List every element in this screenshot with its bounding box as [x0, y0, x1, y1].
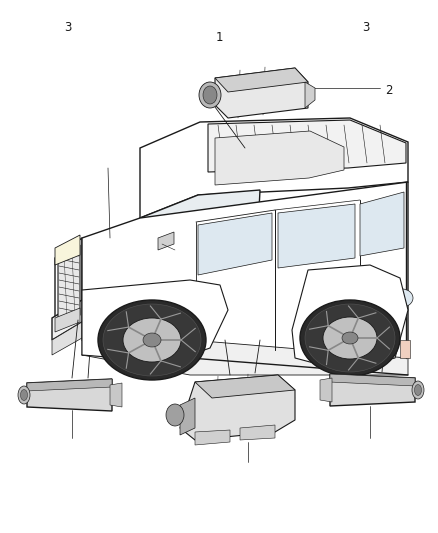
Polygon shape — [158, 232, 174, 250]
Ellipse shape — [98, 300, 206, 380]
Polygon shape — [55, 308, 80, 332]
Text: 3: 3 — [64, 21, 71, 34]
Polygon shape — [52, 300, 190, 340]
Ellipse shape — [323, 317, 377, 359]
Polygon shape — [110, 383, 122, 407]
Polygon shape — [180, 375, 295, 440]
Polygon shape — [138, 190, 260, 268]
Text: 3: 3 — [362, 21, 369, 34]
Polygon shape — [292, 265, 408, 370]
Polygon shape — [82, 280, 228, 362]
Polygon shape — [82, 220, 268, 290]
Text: 1: 1 — [215, 31, 223, 44]
Ellipse shape — [199, 82, 221, 108]
Polygon shape — [305, 82, 315, 108]
Ellipse shape — [123, 318, 181, 362]
Polygon shape — [58, 245, 80, 328]
Polygon shape — [180, 398, 195, 435]
Ellipse shape — [103, 304, 201, 376]
Polygon shape — [330, 374, 415, 406]
Polygon shape — [198, 213, 272, 275]
Polygon shape — [52, 322, 190, 355]
Polygon shape — [360, 192, 404, 256]
Ellipse shape — [18, 386, 30, 404]
Ellipse shape — [342, 332, 358, 344]
Polygon shape — [215, 68, 308, 118]
Polygon shape — [400, 340, 410, 358]
Ellipse shape — [412, 381, 424, 399]
Polygon shape — [27, 379, 112, 391]
Polygon shape — [175, 259, 200, 272]
Polygon shape — [27, 379, 112, 411]
Polygon shape — [278, 204, 355, 268]
Ellipse shape — [21, 390, 28, 400]
Polygon shape — [208, 120, 406, 172]
Polygon shape — [82, 340, 408, 375]
Polygon shape — [195, 375, 295, 398]
Ellipse shape — [203, 86, 217, 104]
Polygon shape — [215, 131, 344, 185]
Polygon shape — [195, 430, 230, 445]
Ellipse shape — [414, 384, 421, 395]
Ellipse shape — [391, 289, 413, 307]
Polygon shape — [240, 425, 275, 440]
Ellipse shape — [143, 333, 161, 347]
Polygon shape — [140, 118, 408, 218]
Text: 2: 2 — [385, 84, 392, 96]
Polygon shape — [88, 308, 115, 322]
Polygon shape — [320, 378, 332, 402]
Polygon shape — [55, 235, 80, 265]
Polygon shape — [82, 182, 408, 358]
Polygon shape — [215, 68, 308, 92]
Ellipse shape — [305, 304, 395, 372]
Ellipse shape — [166, 404, 184, 426]
Polygon shape — [330, 374, 415, 386]
Ellipse shape — [300, 300, 400, 376]
Polygon shape — [55, 238, 82, 338]
